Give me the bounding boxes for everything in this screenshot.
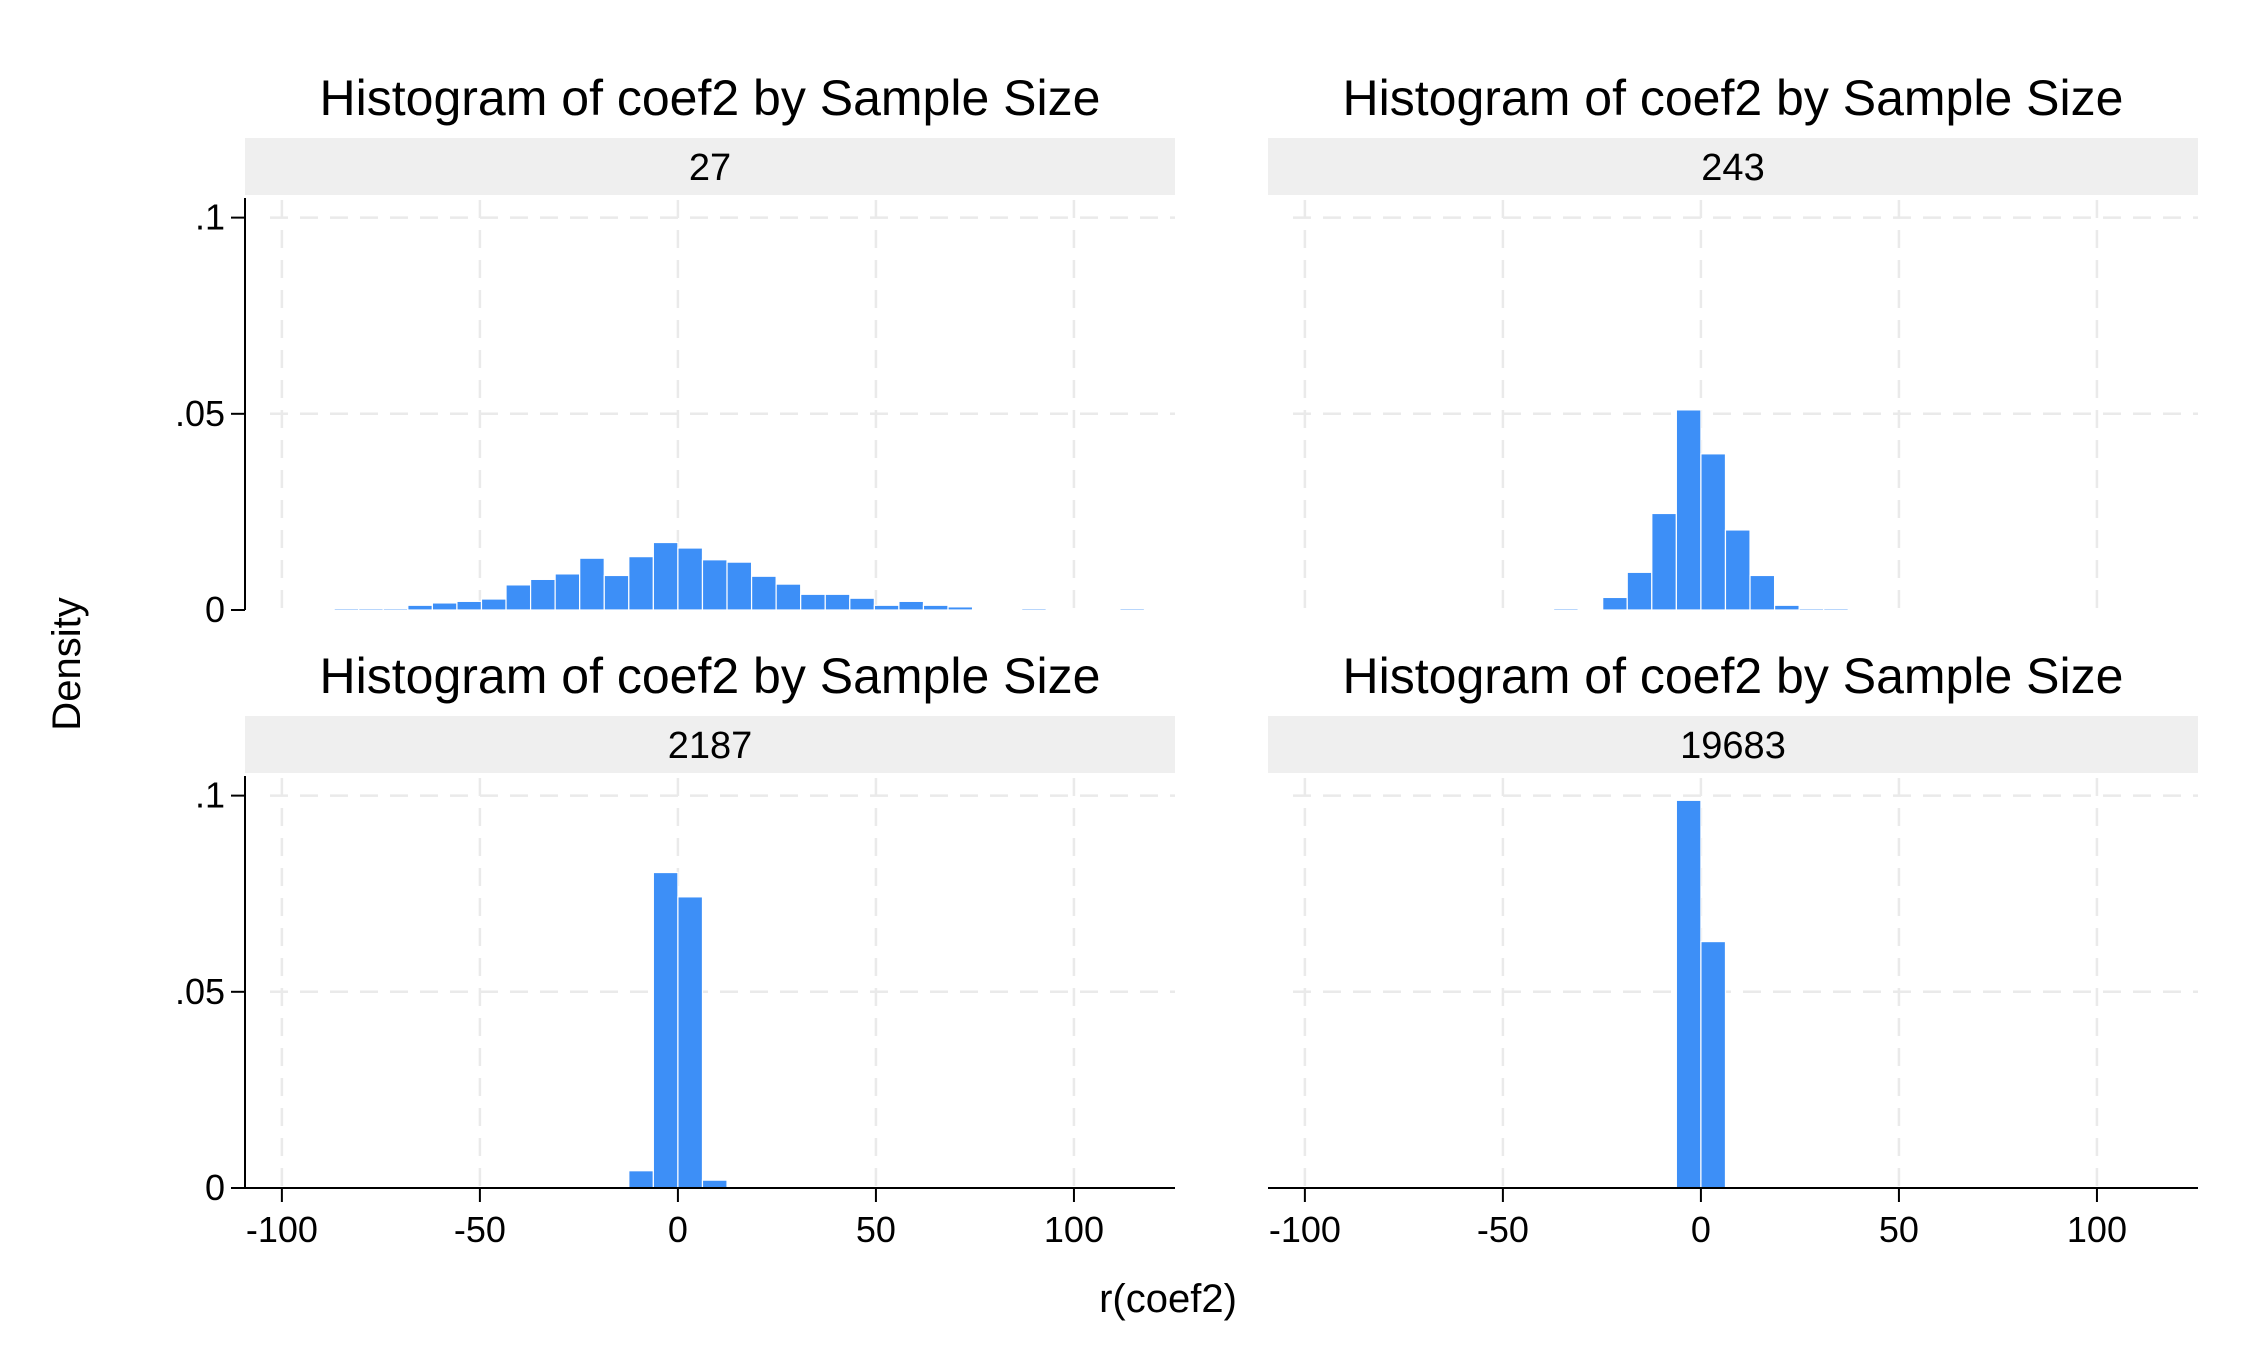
histogram-bar: [1675, 409, 1702, 611]
y-tick-label: .05: [175, 393, 225, 434]
histogram-bar: [333, 607, 360, 611]
histogram-bar: [1724, 529, 1751, 611]
histogram-bar: [1626, 571, 1653, 611]
x-tick-label: -50: [1477, 1209, 1529, 1250]
histogram-bar: [1798, 607, 1825, 611]
x-tick-label: 100: [1044, 1209, 1104, 1250]
histogram-bar: [677, 547, 704, 611]
panel-strip: [245, 138, 1175, 195]
histogram-bar: [554, 573, 581, 611]
panel-2187: Histogram of coef2 by Sample Size 2187 0 .0…: [175, 648, 1175, 1250]
histogram-bar: [775, 583, 802, 611]
panel-title: Histogram of coef2 by Sample Size: [320, 648, 1101, 704]
histogram-bar: [824, 593, 851, 611]
histogram-bar: [750, 575, 777, 611]
histogram-bar: [922, 604, 949, 611]
panel-strip: [245, 716, 1175, 773]
histogram-bar: [1700, 453, 1727, 611]
x-tick-label: 50: [1879, 1209, 1919, 1250]
histogram-bar: [628, 1170, 654, 1189]
histogram-bar: [971, 608, 998, 611]
histogram-bar: [849, 597, 875, 611]
histogram-bar: [603, 574, 630, 611]
panel-19683: Histogram of coef2 by Sample Size 19683 -1…: [1268, 648, 2198, 1250]
histogram-bar: [652, 541, 679, 611]
histogram-bar: [579, 557, 605, 611]
panels-group: Histogram of coef2 by Sample Size 27 0 .05.…: [175, 70, 2198, 1250]
panel-strip-label: 2187: [668, 725, 753, 767]
panel-title: Histogram of coef2 by Sample Size: [320, 70, 1101, 126]
panel-title: Histogram of coef2 by Sample Size: [1343, 648, 2124, 704]
histogram-bar: [1823, 607, 1849, 611]
histogram-bar: [898, 600, 925, 611]
y-tick-label: .05: [175, 971, 225, 1012]
histogram-bar: [480, 598, 507, 611]
histogram-bar: [800, 593, 826, 611]
panel-strip: [1268, 138, 2198, 195]
y-tick-label: .1: [195, 197, 225, 238]
histogram-bar: [726, 561, 753, 611]
y-tick-label: 0: [205, 589, 225, 630]
histogram-bar: [1749, 574, 1776, 611]
panel-strip-label: 27: [689, 147, 731, 189]
histogram-bar: [677, 896, 704, 1189]
x-tick-label: -100: [1269, 1209, 1341, 1250]
panel-strip-label: 243: [1701, 147, 1764, 189]
y-tick-label: 0: [205, 1167, 225, 1208]
histogram-bar: [505, 584, 532, 611]
histogram-bar: [456, 600, 483, 611]
panel-title: Histogram of coef2 by Sample Size: [1343, 70, 2124, 126]
histogram-bar: [873, 604, 900, 611]
histogram-bar: [947, 606, 974, 611]
panel-243: Histogram of coef2 by Sample Size 243: [1268, 70, 2198, 611]
histogram-bar: [1552, 607, 1579, 611]
histogram-bar: [701, 1179, 728, 1189]
panel-strip: [1268, 716, 2198, 773]
x-tick-label: 100: [2067, 1209, 2127, 1250]
histogram-bar: [407, 604, 433, 611]
histogram-bar: [701, 559, 728, 611]
histogram-bar: [1021, 607, 1047, 611]
histogram-bar: [1119, 607, 1146, 611]
panel-strip-label: 19683: [1680, 725, 1786, 767]
x-tick-label: 50: [856, 1209, 896, 1250]
x-tick-label: 0: [1691, 1209, 1711, 1250]
histogram-bar: [1602, 596, 1628, 611]
histogram-bar: [529, 578, 556, 611]
x-tick-label: 0: [668, 1209, 688, 1250]
histogram-bar: [358, 607, 384, 611]
histogram-bar: [431, 602, 458, 611]
histogram-bar: [652, 871, 679, 1189]
panel-27: Histogram of coef2 by Sample Size 27 0 .05.…: [175, 70, 1175, 630]
x-tick-label: -100: [246, 1209, 318, 1250]
histogram-bar: [382, 607, 409, 611]
histogram-bar: [1651, 512, 1677, 611]
histogram-bar: [1700, 940, 1727, 1189]
histogram-bar: [628, 556, 654, 611]
x-axis-title: r(coef2): [1099, 1277, 1237, 1321]
histogram-bar: [1675, 799, 1702, 1189]
x-tick-label: -50: [454, 1209, 506, 1250]
y-axis-title: Density: [45, 597, 89, 730]
histogram-bar: [1773, 604, 1800, 611]
y-tick-label: .1: [195, 775, 225, 816]
